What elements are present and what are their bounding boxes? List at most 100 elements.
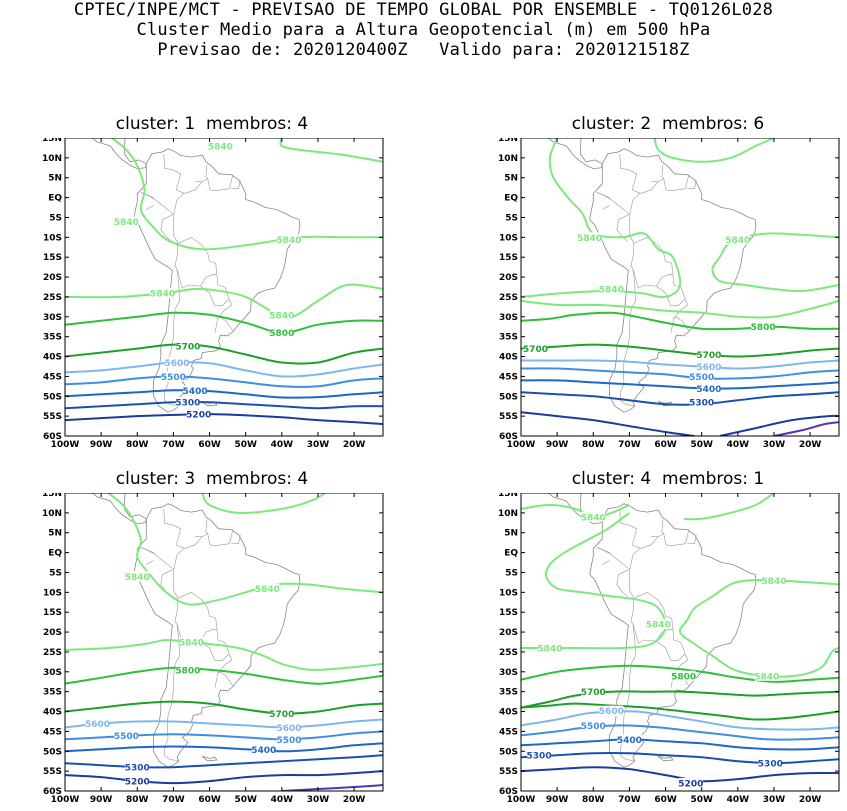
- country-border: [678, 529, 690, 545]
- contour-label-bg: [689, 397, 714, 408]
- contour-label: 5800: [671, 672, 696, 682]
- contour-label-bg: [175, 340, 200, 351]
- lat-label: 15S: [499, 253, 518, 263]
- contour-5200: [719, 414, 839, 436]
- contour-label: 5700: [269, 710, 294, 720]
- lon-label: 90W: [546, 795, 569, 805]
- contour-label-bg: [161, 371, 186, 382]
- contour-label: 5200: [186, 411, 211, 421]
- contour-label: 5600: [85, 720, 110, 730]
- contour-5840: [65, 283, 383, 319]
- map-svg: 5840 5840 5840 5840 5840 5800 5700 5600 5500 5400…: [498, 493, 840, 805]
- lat-label: EQ: [504, 549, 518, 559]
- contour-label-bg: [696, 361, 721, 372]
- map-panel-cluster-3: cluster: 3 membros: 4 5840 5840 5840 5800 57…: [32, 469, 392, 805]
- contour-label-bg: [183, 385, 208, 396]
- contour-5300: [65, 400, 383, 410]
- lat-label: 40S: [43, 708, 62, 718]
- country-border: [656, 284, 686, 307]
- contour-label: 5700: [696, 351, 721, 361]
- country-border: [687, 535, 697, 544]
- lon-label: 80W: [126, 440, 149, 450]
- lon-label: 30W: [763, 795, 786, 805]
- lon-label: 80W: [126, 795, 149, 805]
- contour-label-bg: [125, 571, 150, 582]
- country-border: [651, 178, 664, 182]
- contour-label-bg: [186, 409, 211, 420]
- country-border: [640, 181, 659, 194]
- contour-label-bg: [255, 583, 280, 594]
- contour-label-bg: [165, 357, 190, 368]
- lat-label: 5N: [48, 529, 62, 539]
- contour-5700: [65, 343, 383, 365]
- lat-label: 10N: [42, 509, 62, 519]
- contour-label-bg: [114, 730, 139, 741]
- contour-label: 5800: [175, 666, 200, 676]
- contour-5840: [521, 503, 630, 518]
- country-border: [630, 243, 634, 270]
- header-line-2: Cluster Medio para a Altura Geopotencial…: [136, 20, 711, 40]
- lon-label: 100W: [51, 795, 80, 805]
- country-border: [217, 299, 234, 332]
- country-border: [632, 269, 673, 289]
- lat-label: 20S: [499, 273, 518, 283]
- contour-5840: [711, 232, 839, 293]
- lat-label: 25S: [499, 293, 518, 303]
- country-border: [160, 214, 174, 242]
- lon-label: 90W: [90, 440, 113, 450]
- country-border: [629, 214, 634, 244]
- lat-label: 15S: [499, 608, 518, 618]
- country-border: [163, 508, 185, 549]
- contour-label-bg: [758, 758, 783, 769]
- contour-label-bg: [537, 642, 562, 653]
- contour-label: 5840: [599, 285, 624, 295]
- contour-label: 5400: [183, 387, 208, 397]
- contour-label-bg: [671, 670, 696, 681]
- lon-label: 50W: [690, 440, 713, 450]
- contour-5840: [683, 493, 775, 521]
- country-border: [140, 547, 174, 570]
- contour-label-bg: [599, 705, 624, 716]
- contour-label: 5500: [581, 722, 606, 732]
- lat-label: 15S: [43, 608, 62, 618]
- contour-label: 5500: [161, 373, 186, 383]
- country-border: [602, 560, 610, 565]
- contour-label-bg: [269, 309, 294, 320]
- contour-5300: [521, 391, 839, 406]
- contour-5600: [65, 361, 383, 378]
- contour-label-bg: [527, 750, 552, 761]
- lat-label: 20S: [499, 628, 518, 638]
- contour-label: 5840: [577, 234, 602, 244]
- country-border: [661, 164, 679, 192]
- contour-label-bg: [696, 349, 721, 360]
- contour-label-bg: [251, 744, 276, 755]
- country-border: [222, 529, 234, 545]
- lon-label: 30W: [763, 440, 786, 450]
- contour-label-bg: [646, 619, 671, 630]
- country-border: [687, 180, 697, 189]
- country-border: [620, 624, 636, 762]
- contour-5840: [678, 579, 839, 678]
- lon-label: 60W: [654, 440, 677, 450]
- contour-5500: [65, 730, 383, 741]
- contour-label-bg: [175, 397, 200, 408]
- country-border: [174, 598, 178, 625]
- contour-label: 5500: [114, 732, 139, 742]
- contour-5400: [65, 389, 383, 399]
- lat-label: 10N: [42, 154, 62, 164]
- lat-label: 40S: [499, 353, 518, 363]
- lat-label: 45S: [499, 372, 518, 382]
- contour-label: 5300: [175, 399, 200, 409]
- lon-label: 50W: [234, 440, 257, 450]
- lat-label: 10S: [43, 233, 62, 243]
- lon-label: 60W: [198, 795, 221, 805]
- lon-label: 100W: [51, 440, 80, 450]
- country-border: [629, 547, 641, 570]
- country-border: [630, 598, 634, 625]
- country-border: [184, 181, 203, 194]
- contour-label-bg: [277, 234, 302, 245]
- map-frame: [64, 493, 384, 792]
- contour-label-bg: [114, 216, 139, 227]
- lat-label: 50S: [43, 747, 62, 757]
